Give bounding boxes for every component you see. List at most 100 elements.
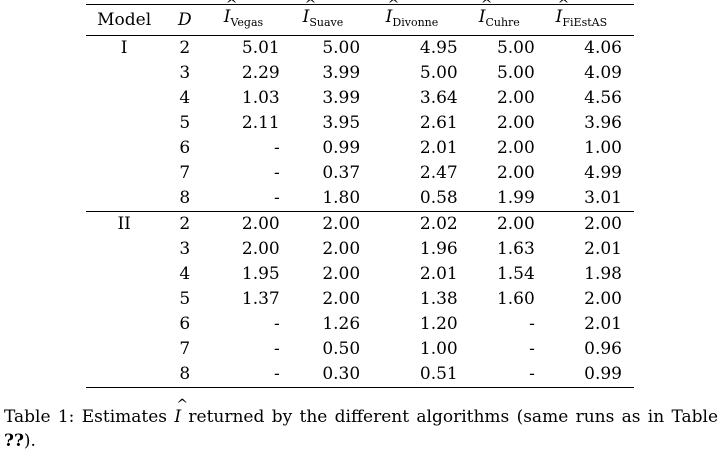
table-row: 6 - 1.26 1.20 - 2.01 [86,312,634,337]
cell-vegas: - [207,362,286,388]
hat-glyph: ^ [557,0,570,13]
estimate-symbol-vegas: ^ I [224,0,238,30]
table-row: 8-1.80 0.58 1.99 3.01 [86,186,634,212]
estimate-symbol-divonne: ^ I [386,0,400,30]
cell-vegas: 2.00 [241,239,280,259]
cell-d: 8 [162,186,208,212]
cell-fiestas: 2.00 [584,289,622,309]
cell-d: 6 [179,138,191,158]
cell-divonne: 2.61 [419,113,458,133]
cell-vegas: 2.11 [241,113,280,133]
estimate-symbol-fiestas: ^ I [556,0,570,30]
cell-model [86,136,162,161]
cell-divonne: 2.01 [419,264,458,284]
cell-vegas: - [273,339,280,359]
cell-fiestas: 2.01 [584,239,622,259]
cell-model [86,86,162,111]
cell-suave: 5.00 [322,38,361,58]
cell-suave: 2.00 [322,239,361,259]
cell-suave: 2.00 [322,214,361,234]
cell-fiestas: 2.01 [584,314,622,334]
cell-fiestas: 3.01 [540,186,634,212]
cell-cuhre: 2.00 [496,138,535,158]
table-row: 6 - 0.99 2.01 2.00 1.00 [86,136,634,161]
cell-divonne: 0.58 [366,186,464,212]
cell-divonne: 1.38 [419,289,458,309]
cell-divonne: 0.51 [366,362,464,388]
table-row: 3 2.29 3.99 5.00 5.00 4.09 [86,61,634,86]
cell-cuhre: 2.00 [496,88,535,108]
cell-cuhre: 2.00 [496,214,535,234]
cell-divonne: 2.01 [419,138,458,158]
results-table-container: Model D ^ IVegas ^ ISuave ^ IDivonne ^ ICuhr… [86,0,634,388]
cell-vegas: - [273,138,280,158]
cell-divonne: 4.95 [419,38,458,58]
cell-model [86,262,162,287]
cell-model: I [120,38,128,58]
cell-model [86,186,163,212]
cell-d: 3 [179,63,191,83]
cell-cuhre: 1.60 [496,289,535,309]
hat-glyph: ^ [480,0,493,13]
cell-cuhre: - [529,339,535,359]
cell-fiestas: 1.98 [584,264,622,284]
header-vegas-sub: Vegas [230,16,264,29]
table-row: 4 1.95 2.00 2.01 1.54 1.98 [86,262,634,287]
cell-d: 8 [162,362,208,388]
cell-model: II [117,214,131,234]
cell-cuhre: 2.00 [496,163,535,183]
cell-fiestas: 2.00 [584,214,622,234]
cell-vegas: - [273,163,280,183]
cell-model [86,362,163,388]
cell-divonne: 1.96 [419,239,458,259]
cell-d: 4 [179,264,191,284]
cell-divonne: 2.02 [419,214,458,234]
cell-divonne: 2.47 [419,163,458,183]
cell-vegas: 1.37 [241,289,280,309]
cell-model [86,111,162,136]
cell-divonne: 1.00 [419,339,458,359]
estimate-symbol-cuhre: ^ I [479,0,493,30]
table-row: 7 - 0.50 1.00 - 0.96 [86,337,634,362]
cell-model [86,312,162,337]
table-row: 4 1.03 3.99 3.64 2.00 4.56 [86,86,634,111]
cell-fiestas: 1.00 [584,138,622,158]
cell-vegas: 2.29 [241,63,280,83]
cell-vegas: 1.95 [241,264,280,284]
cell-suave: 2.00 [322,289,361,309]
header-fiestas-sub: FiEstAS [562,16,608,29]
header-divonne: ^ IDivonne [366,0,464,36]
cell-d: 2 [179,214,191,234]
cell-cuhre: 1.54 [496,264,535,284]
cell-model [86,61,162,86]
header-d: D [162,4,208,36]
estimates-table: Model D ^ IVegas ^ ISuave ^ IDivonne ^ ICuhr… [86,0,634,388]
cell-suave: 0.99 [322,138,361,158]
cell-vegas: 1.03 [241,88,280,108]
cell-model [86,237,162,262]
cell-cuhre: 1.99 [463,186,541,212]
cell-vegas: - [273,314,280,334]
cell-divonne: 3.64 [419,88,458,108]
cell-cuhre: 5.00 [496,63,535,83]
cell-vegas: 5.01 [241,38,280,58]
cell-fiestas: 4.09 [584,63,622,83]
header-model: Model [86,4,163,36]
cell-fiestas: 0.99 [540,362,634,388]
cell-cuhre: 5.00 [496,38,535,58]
table-row: 3 2.00 2.00 1.96 1.63 2.01 [86,237,634,262]
cell-suave: 1.26 [322,314,361,334]
cell-d: 7 [179,163,191,183]
caption-text-before: Estimates [81,407,168,427]
cell-divonne: 5.00 [419,63,458,83]
cell-divonne: 1.20 [419,314,458,334]
cell-fiestas: 0.96 [584,339,622,359]
caption-label: Table 1: [4,407,75,427]
caption-text-after: returned by the different algorithms (sa… [188,407,719,427]
cell-cuhre: - [529,314,535,334]
hat-glyph: ^ [225,0,238,13]
cell-suave: 0.30 [285,362,367,388]
cell-suave: 0.50 [322,339,361,359]
cell-suave: 1.80 [285,186,367,212]
cell-model [86,337,162,362]
